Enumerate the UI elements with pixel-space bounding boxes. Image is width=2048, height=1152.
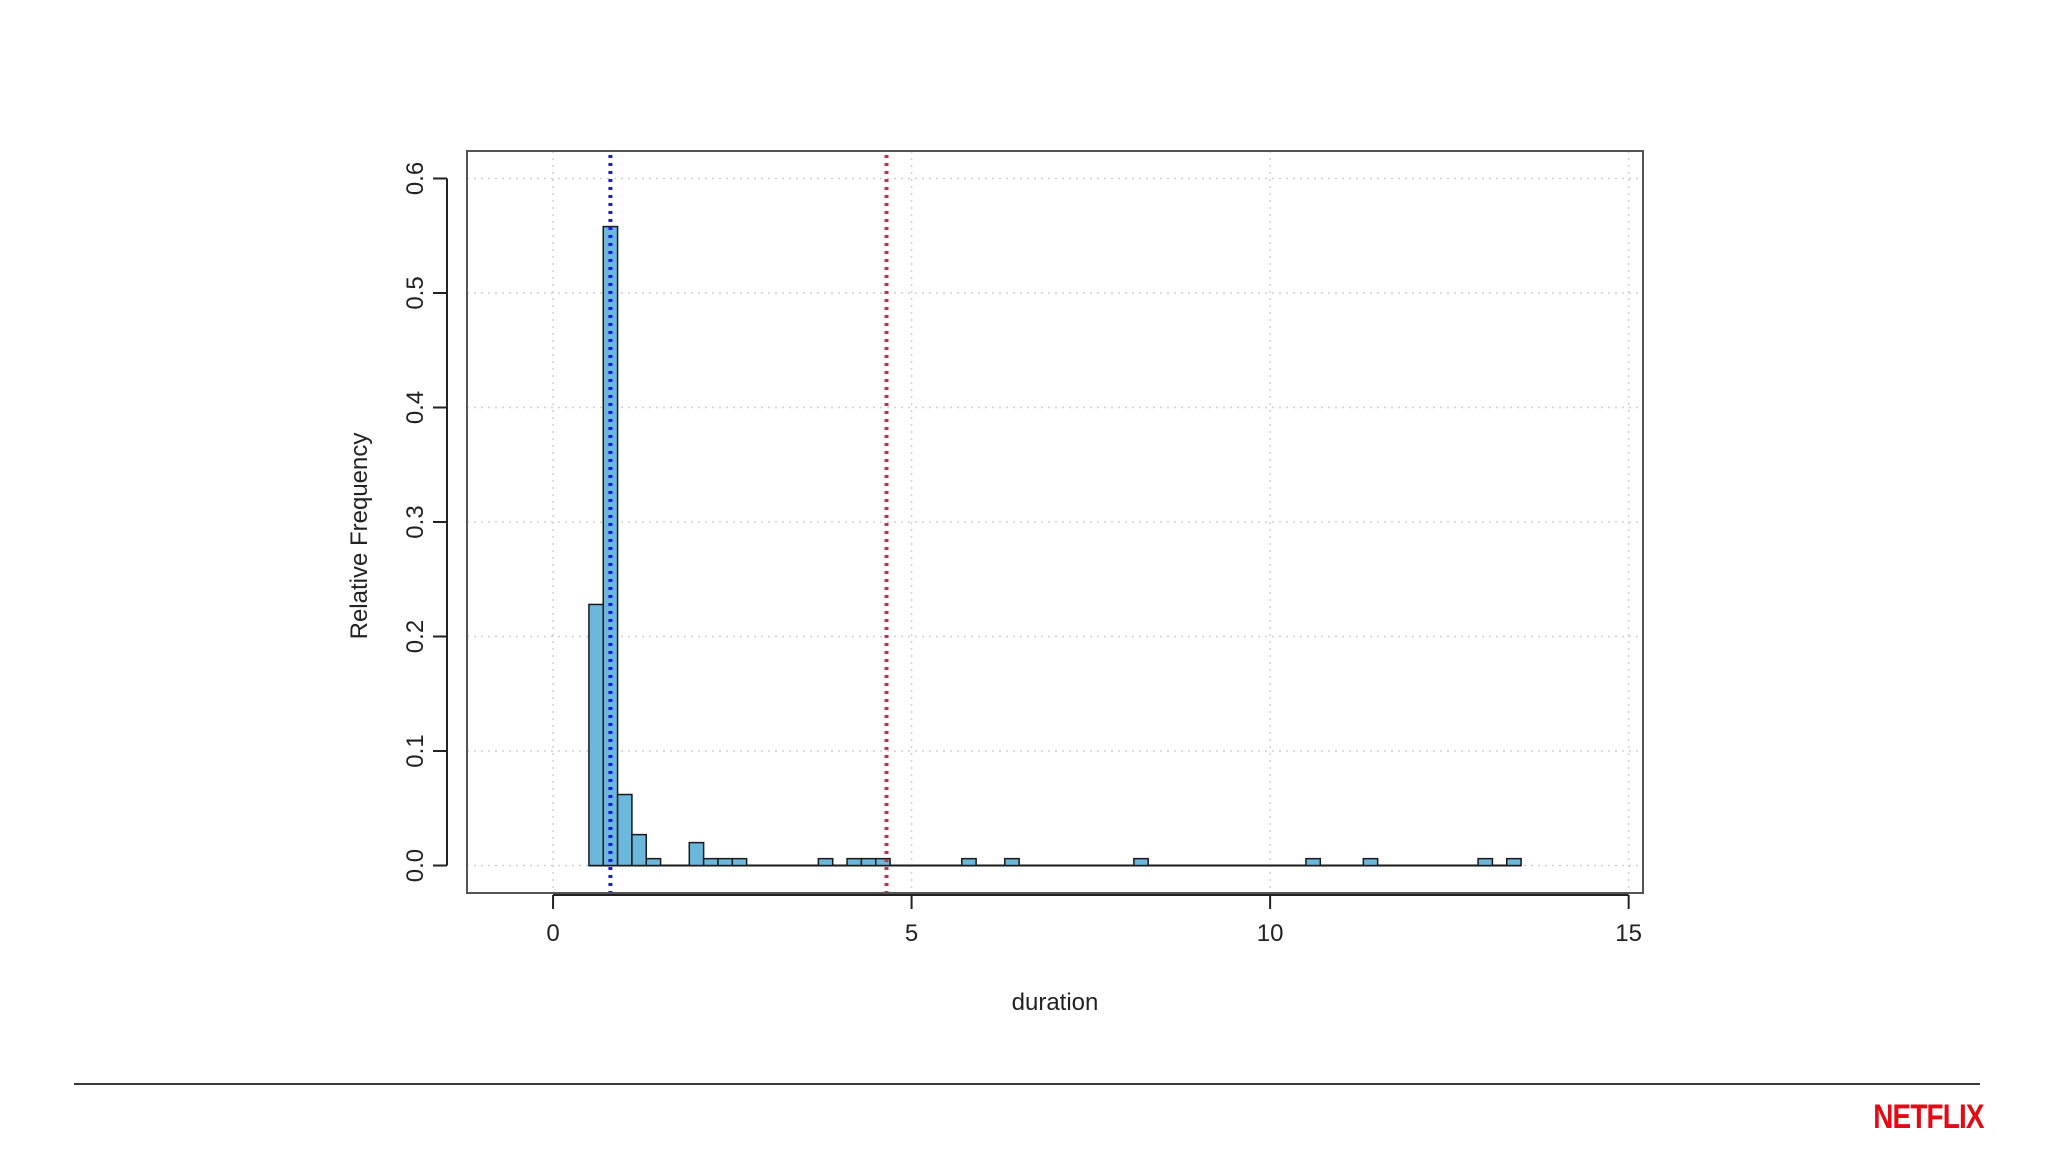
y-tick-label: 0.3 bbox=[402, 505, 429, 538]
histogram-bar bbox=[874, 857, 891, 867]
y-tick-label: 0.2 bbox=[402, 620, 429, 653]
y-axis: 0.0 0.1 0.2 0.3 0.4 0.5 0.6 bbox=[402, 162, 448, 882]
x-tick-label: 5 bbox=[905, 920, 918, 947]
histogram-bar bbox=[588, 603, 604, 867]
histogram-bar bbox=[1477, 857, 1494, 867]
histogram-bar bbox=[645, 857, 662, 867]
footer-divider bbox=[74, 1083, 1980, 1085]
histogram-bar bbox=[961, 857, 977, 867]
histogram-bar bbox=[817, 857, 834, 867]
netflix-logo: NETFLIX bbox=[1873, 1098, 1985, 1136]
y-tick-label: 0.5 bbox=[402, 276, 429, 309]
histogram-bar bbox=[631, 833, 648, 867]
histogram-bar bbox=[602, 225, 619, 867]
x-tick-label: 15 bbox=[1615, 920, 1642, 947]
histogram-bar bbox=[702, 857, 719, 867]
histogram-bar bbox=[1506, 857, 1522, 867]
histogram-bar bbox=[860, 857, 877, 867]
histogram-bar bbox=[688, 841, 705, 867]
y-tick-label: 0.1 bbox=[402, 734, 429, 767]
y-tick-label: 0.0 bbox=[402, 849, 429, 882]
plot-frame bbox=[466, 150, 1644, 894]
histogram-bar bbox=[1362, 857, 1379, 867]
y-axis-title: Relative Frequency bbox=[346, 433, 373, 640]
histogram-bar bbox=[1133, 857, 1149, 867]
x-tick-label: 0 bbox=[546, 920, 559, 947]
y-tick-label: 0.6 bbox=[402, 162, 429, 195]
histogram-bar bbox=[846, 857, 863, 867]
histogram-bars bbox=[588, 225, 1522, 867]
histogram-bar bbox=[1004, 857, 1020, 867]
histogram-bar bbox=[717, 857, 734, 867]
y-tick-label: 0.4 bbox=[402, 391, 429, 424]
reference-lines bbox=[608, 155, 889, 893]
x-axis-title: duration bbox=[1012, 989, 1099, 1016]
x-tick-label: 10 bbox=[1257, 920, 1284, 947]
histogram-bar bbox=[1305, 857, 1322, 867]
x-axis: 0 5 10 15 bbox=[546, 894, 1642, 947]
histogram-bar bbox=[731, 857, 748, 867]
histogram-bar bbox=[616, 793, 633, 867]
grid-lines bbox=[467, 151, 1643, 893]
